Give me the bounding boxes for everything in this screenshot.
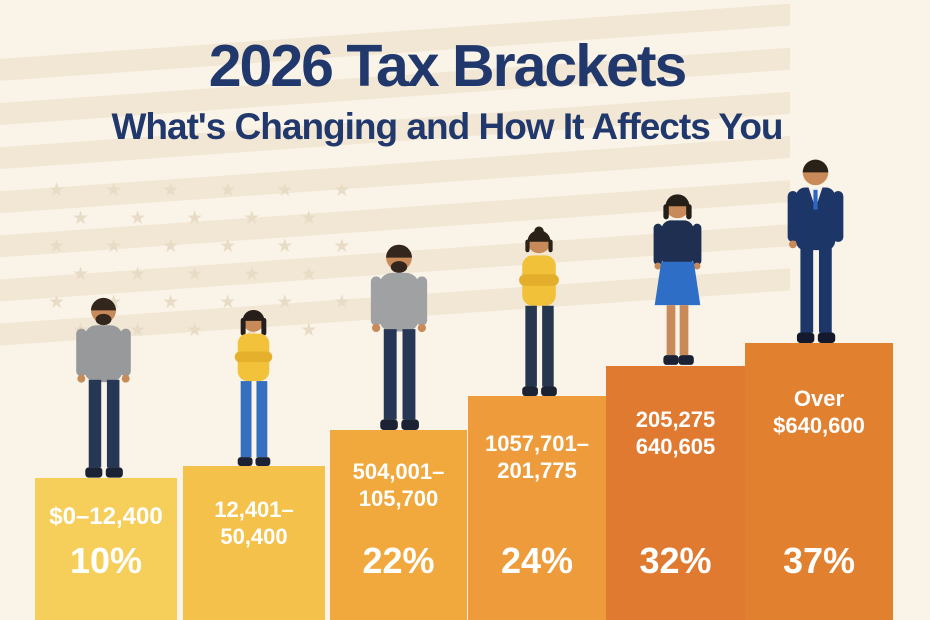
person-man-gray-sweater-1-icon <box>76 297 131 478</box>
page-subtitle: What's Changing and How It Affects You <box>111 105 783 147</box>
bracket-range: 504,001– 105,700 <box>330 458 467 512</box>
bracket-range-line1: $0–12,400 <box>49 503 163 530</box>
bracket-bar-4: 1057,701– 201,775 24% <box>468 396 606 620</box>
header: 2026 Tax Brackets What's Changing and Ho… <box>0 33 930 148</box>
bracket-rate: 10% <box>69 540 143 581</box>
bracket-range: 1057,701– 201,775 <box>468 430 606 484</box>
svg-text:★ ★ ★ ★ ★ ★: ★ ★ ★ ★ ★ ★ <box>48 179 367 201</box>
bracket-range: 12,401– 50,400 <box>183 496 325 550</box>
person-man-gray-sweater-2-icon <box>370 244 428 430</box>
bracket-rate: 22% <box>362 540 435 581</box>
svg-text:★ ★ ★ ★ ★: ★ ★ ★ ★ ★ <box>72 263 334 285</box>
bracket-range-line2: 50,400 <box>220 524 288 549</box>
bracket-range-line2: 640,605 <box>635 434 716 459</box>
person-woman-navy-top-blue-skirt-icon <box>653 194 702 365</box>
bracket-bar-6: Over $640,600 37% <box>745 343 893 620</box>
bracket-bar-2: 12,401– 50,400 <box>183 466 325 620</box>
bracket-rate: 32% <box>639 540 712 581</box>
bracket-range-line1: 205,275 <box>635 407 716 432</box>
svg-text:★ ★ ★ ★ ★ ★: ★ ★ ★ ★ ★ ★ <box>48 235 367 257</box>
bracket-range-line2: 105,700 <box>358 486 439 511</box>
bracket-range-line1: 1057,701– <box>485 431 589 456</box>
bracket-range: Over $640,600 <box>745 385 893 439</box>
flag-stars: ★ ★ ★ ★ ★ ★ ★ ★ ★ ★ ★ ★ ★ ★ ★ ★ ★ ★ ★ ★ … <box>48 179 367 341</box>
svg-text:★ ★ ★ ★ ★: ★ ★ ★ ★ ★ <box>72 319 334 341</box>
bracket-bar-1: $0–12,400 10% <box>35 478 177 620</box>
svg-text:★ ★ ★ ★ ★: ★ ★ ★ ★ ★ <box>72 207 334 229</box>
bracket-range-line1: 12,401– <box>214 497 294 522</box>
bracket-rate: 37% <box>782 540 856 581</box>
bracket-range-line2: $640,600 <box>773 413 865 438</box>
bracket-rate: 24% <box>500 540 574 581</box>
bracket-range-line1: 504,001– <box>352 459 445 484</box>
bracket-bar-5: 205,275 640,605 32% <box>606 366 745 620</box>
page-title: 2026 Tax Brackets <box>208 33 688 99</box>
bracket-range: 205,275 640,605 <box>606 406 745 460</box>
bracket-range-line2: 201,775 <box>497 458 577 483</box>
person-woman-yellow-top-navy-pants-icon <box>519 226 559 396</box>
svg-text:★ ★ ★ ★ ★ ★: ★ ★ ★ ★ ★ ★ <box>48 291 367 313</box>
person-woman-yellow-top-jeans-icon <box>234 309 273 466</box>
bracket-range: $0–12,400 <box>35 503 177 530</box>
person-man-navy-suit-icon <box>787 159 844 343</box>
bracket-bar-3: 504,001– 105,700 22% <box>330 430 467 620</box>
bracket-range-line1: Over <box>793 386 845 411</box>
